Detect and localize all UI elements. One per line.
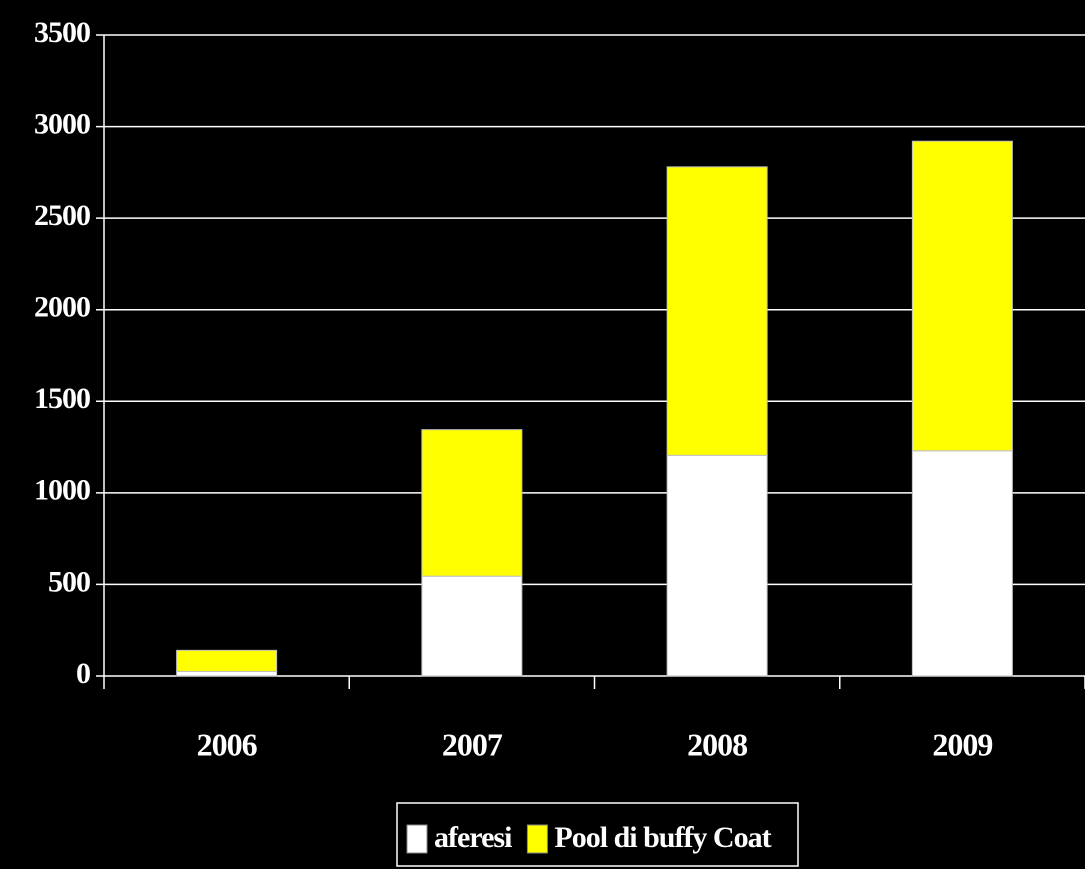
bar-segment [666, 166, 768, 456]
legend-label: aferesi [434, 821, 512, 854]
legend-swatch [526, 824, 548, 854]
y-tick-label: 3500 [34, 16, 90, 49]
legend-box [396, 802, 799, 867]
y-tick-label: 0 [76, 657, 90, 690]
bar-segment [911, 450, 1013, 677]
x-tick-label: 2008 [687, 726, 747, 762]
legend-label: Pool di buffy Coat [554, 821, 771, 854]
y-tick-label: 500 [48, 565, 90, 598]
y-tick-label: 1000 [34, 474, 90, 507]
bar-segment [911, 140, 1013, 452]
x-tick-label: 2007 [442, 726, 503, 762]
bar-segment [176, 670, 278, 677]
bar-segment [666, 454, 768, 677]
x-tick-label: 2006 [197, 726, 258, 762]
legend: aferesi Pool di buffy Coat [396, 802, 799, 867]
y-tick-label: 3000 [34, 107, 90, 140]
bar-segment [421, 429, 523, 577]
y-tick-label: 1500 [34, 382, 90, 415]
y-tick-label: 2000 [34, 291, 90, 324]
legend-swatch [406, 824, 428, 854]
bar-segment [421, 575, 523, 677]
y-tick-label: 2500 [34, 199, 90, 232]
x-tick-label: 2009 [932, 726, 992, 762]
bar-segment [176, 649, 278, 672]
